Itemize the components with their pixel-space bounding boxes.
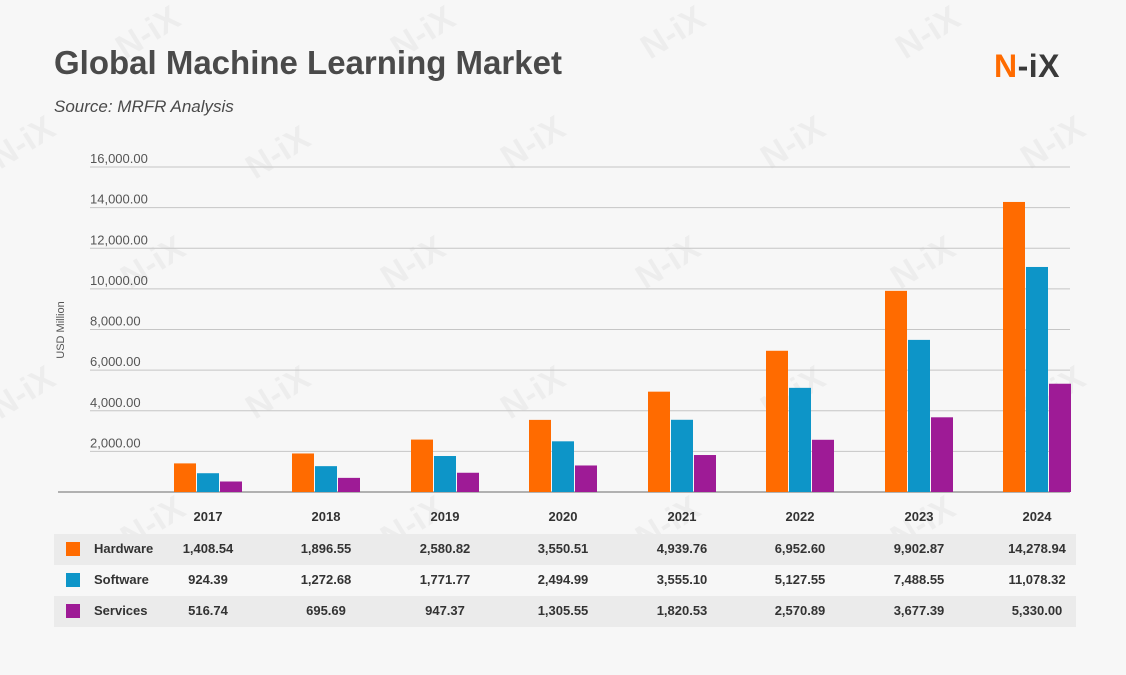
table-cell: 2,580.82 xyxy=(419,541,471,556)
chart-subtitle: Source: MRFR Analysis xyxy=(54,97,234,116)
bar-software-2018 xyxy=(315,466,337,492)
bar-hardware-2019 xyxy=(411,439,433,492)
table-cell: 7,488.55 xyxy=(893,572,945,587)
table-cell: 1,272.68 xyxy=(300,572,352,587)
y-tick-label: 12,000.00 xyxy=(90,232,148,247)
watermark-text: N-iX xyxy=(239,358,317,426)
bar-software-2022 xyxy=(789,387,811,492)
watermark-text: N-iX xyxy=(239,118,317,186)
table-cell: 2,570.89 xyxy=(774,603,826,618)
bar-services-2018 xyxy=(338,477,360,492)
bar-hardware-2018 xyxy=(292,453,314,492)
y-tick-label: 2,000.00 xyxy=(90,435,141,450)
bar-hardware-2023 xyxy=(885,290,907,492)
legend-swatch xyxy=(66,604,80,618)
series-name: Services xyxy=(94,603,148,618)
bar-services-2021 xyxy=(694,455,716,492)
y-axis-label: USD Million xyxy=(55,301,67,358)
series-name: Software xyxy=(94,572,149,587)
table-cell: 3,555.10 xyxy=(656,572,708,587)
data-table: Hardware 1,408.54 1,896.55 2,580.82 3,550.51… xyxy=(54,534,1076,627)
watermark-text: N-iX xyxy=(374,228,452,296)
bar-software-2021 xyxy=(671,419,693,492)
x-tick-label: 2017 xyxy=(194,509,223,524)
bar-hardware-2021 xyxy=(648,391,670,492)
table-cell: 11,078.32 xyxy=(1008,572,1066,587)
bar-software-2023 xyxy=(908,339,930,492)
y-tick-label: 14,000.00 xyxy=(90,192,148,207)
table-cell: 3,677.39 xyxy=(893,603,945,618)
bar-services-2020 xyxy=(575,465,597,492)
watermark-text: N-iX xyxy=(0,358,62,426)
legend-swatch xyxy=(66,542,80,556)
table-cell: 4,939.76 xyxy=(656,541,708,556)
series-name: Hardware xyxy=(94,541,154,556)
table-cell: 5,330.00 xyxy=(1011,603,1063,618)
table-row: Hardware 1,408.54 1,896.55 2,580.82 3,550.51… xyxy=(54,534,1076,565)
table-cell: 516.74 xyxy=(188,603,228,618)
table-cell: 695.69 xyxy=(306,603,346,618)
table-cell: 6,952.60 xyxy=(774,541,826,556)
logo-ix: -iX xyxy=(1017,48,1060,84)
x-tick-label: 2019 xyxy=(431,509,460,524)
bar-software-2024 xyxy=(1026,266,1048,492)
table-cell: 1,305.55 xyxy=(537,603,589,618)
bar-services-2023 xyxy=(931,417,953,492)
table-cell: 1,820.53 xyxy=(656,603,708,618)
table-cell: 14,278.94 xyxy=(1008,541,1066,556)
watermark-text: N-iX xyxy=(494,358,572,426)
y-tick-label: 8,000.00 xyxy=(90,314,141,329)
bar-hardware-2017 xyxy=(174,463,196,492)
logo-n: N xyxy=(994,48,1018,84)
x-tick-label: 2021 xyxy=(668,509,697,524)
y-tick-label: 4,000.00 xyxy=(90,395,141,410)
x-tick-label: 2022 xyxy=(786,509,815,524)
bar-hardware-2020 xyxy=(529,419,551,492)
table-cell: 1,771.77 xyxy=(419,572,471,587)
y-tick-label: 6,000.00 xyxy=(90,354,141,369)
table-row: Software 924.39 1,272.68 1,771.77 2,494.99 3,… xyxy=(54,565,1076,596)
table-cell: 947.37 xyxy=(425,603,465,618)
bar-hardware-2022 xyxy=(766,350,788,492)
watermark-text: N-iX xyxy=(884,228,962,296)
table-cell: 5,127.55 xyxy=(774,572,826,587)
x-tick-label: 2020 xyxy=(549,509,578,524)
x-tick-label: 2023 xyxy=(905,509,934,524)
brand-logo: N-iX xyxy=(994,48,1060,85)
watermark-text: N-iX xyxy=(629,228,707,296)
bar-software-2019 xyxy=(434,456,456,492)
bar-software-2020 xyxy=(552,441,574,492)
bar-software-2017 xyxy=(197,473,219,492)
bar-services-2024 xyxy=(1049,383,1071,492)
legend-swatch xyxy=(66,573,80,587)
table-cell: 9,902.87 xyxy=(893,541,945,556)
table-cell: 924.39 xyxy=(188,572,228,587)
x-tick-label: 2024 xyxy=(1023,509,1053,524)
watermark-text: N-iX xyxy=(634,0,712,67)
table-cell: 3,550.51 xyxy=(537,541,589,556)
watermark-text: N-iX xyxy=(0,108,62,176)
bar-hardware-2024 xyxy=(1003,201,1025,492)
bar-services-2022 xyxy=(812,439,834,492)
x-tick-label: 2018 xyxy=(312,509,341,524)
bar-services-2017 xyxy=(220,481,242,492)
y-tick-label: 16,000.00 xyxy=(90,151,148,166)
page-title: Global Machine Learning Market xyxy=(54,44,562,81)
table-cell: 2,494.99 xyxy=(537,572,589,587)
y-tick-label: 10,000.00 xyxy=(90,273,148,288)
table-row: Services 516.74 695.69 947.37 1,305.55 1,820.… xyxy=(54,596,1076,627)
table-cell: 1,896.55 xyxy=(300,541,352,556)
bar-services-2019 xyxy=(457,472,479,492)
table-cell: 1,408.54 xyxy=(182,541,234,556)
watermark-text: N-iX xyxy=(889,0,967,67)
